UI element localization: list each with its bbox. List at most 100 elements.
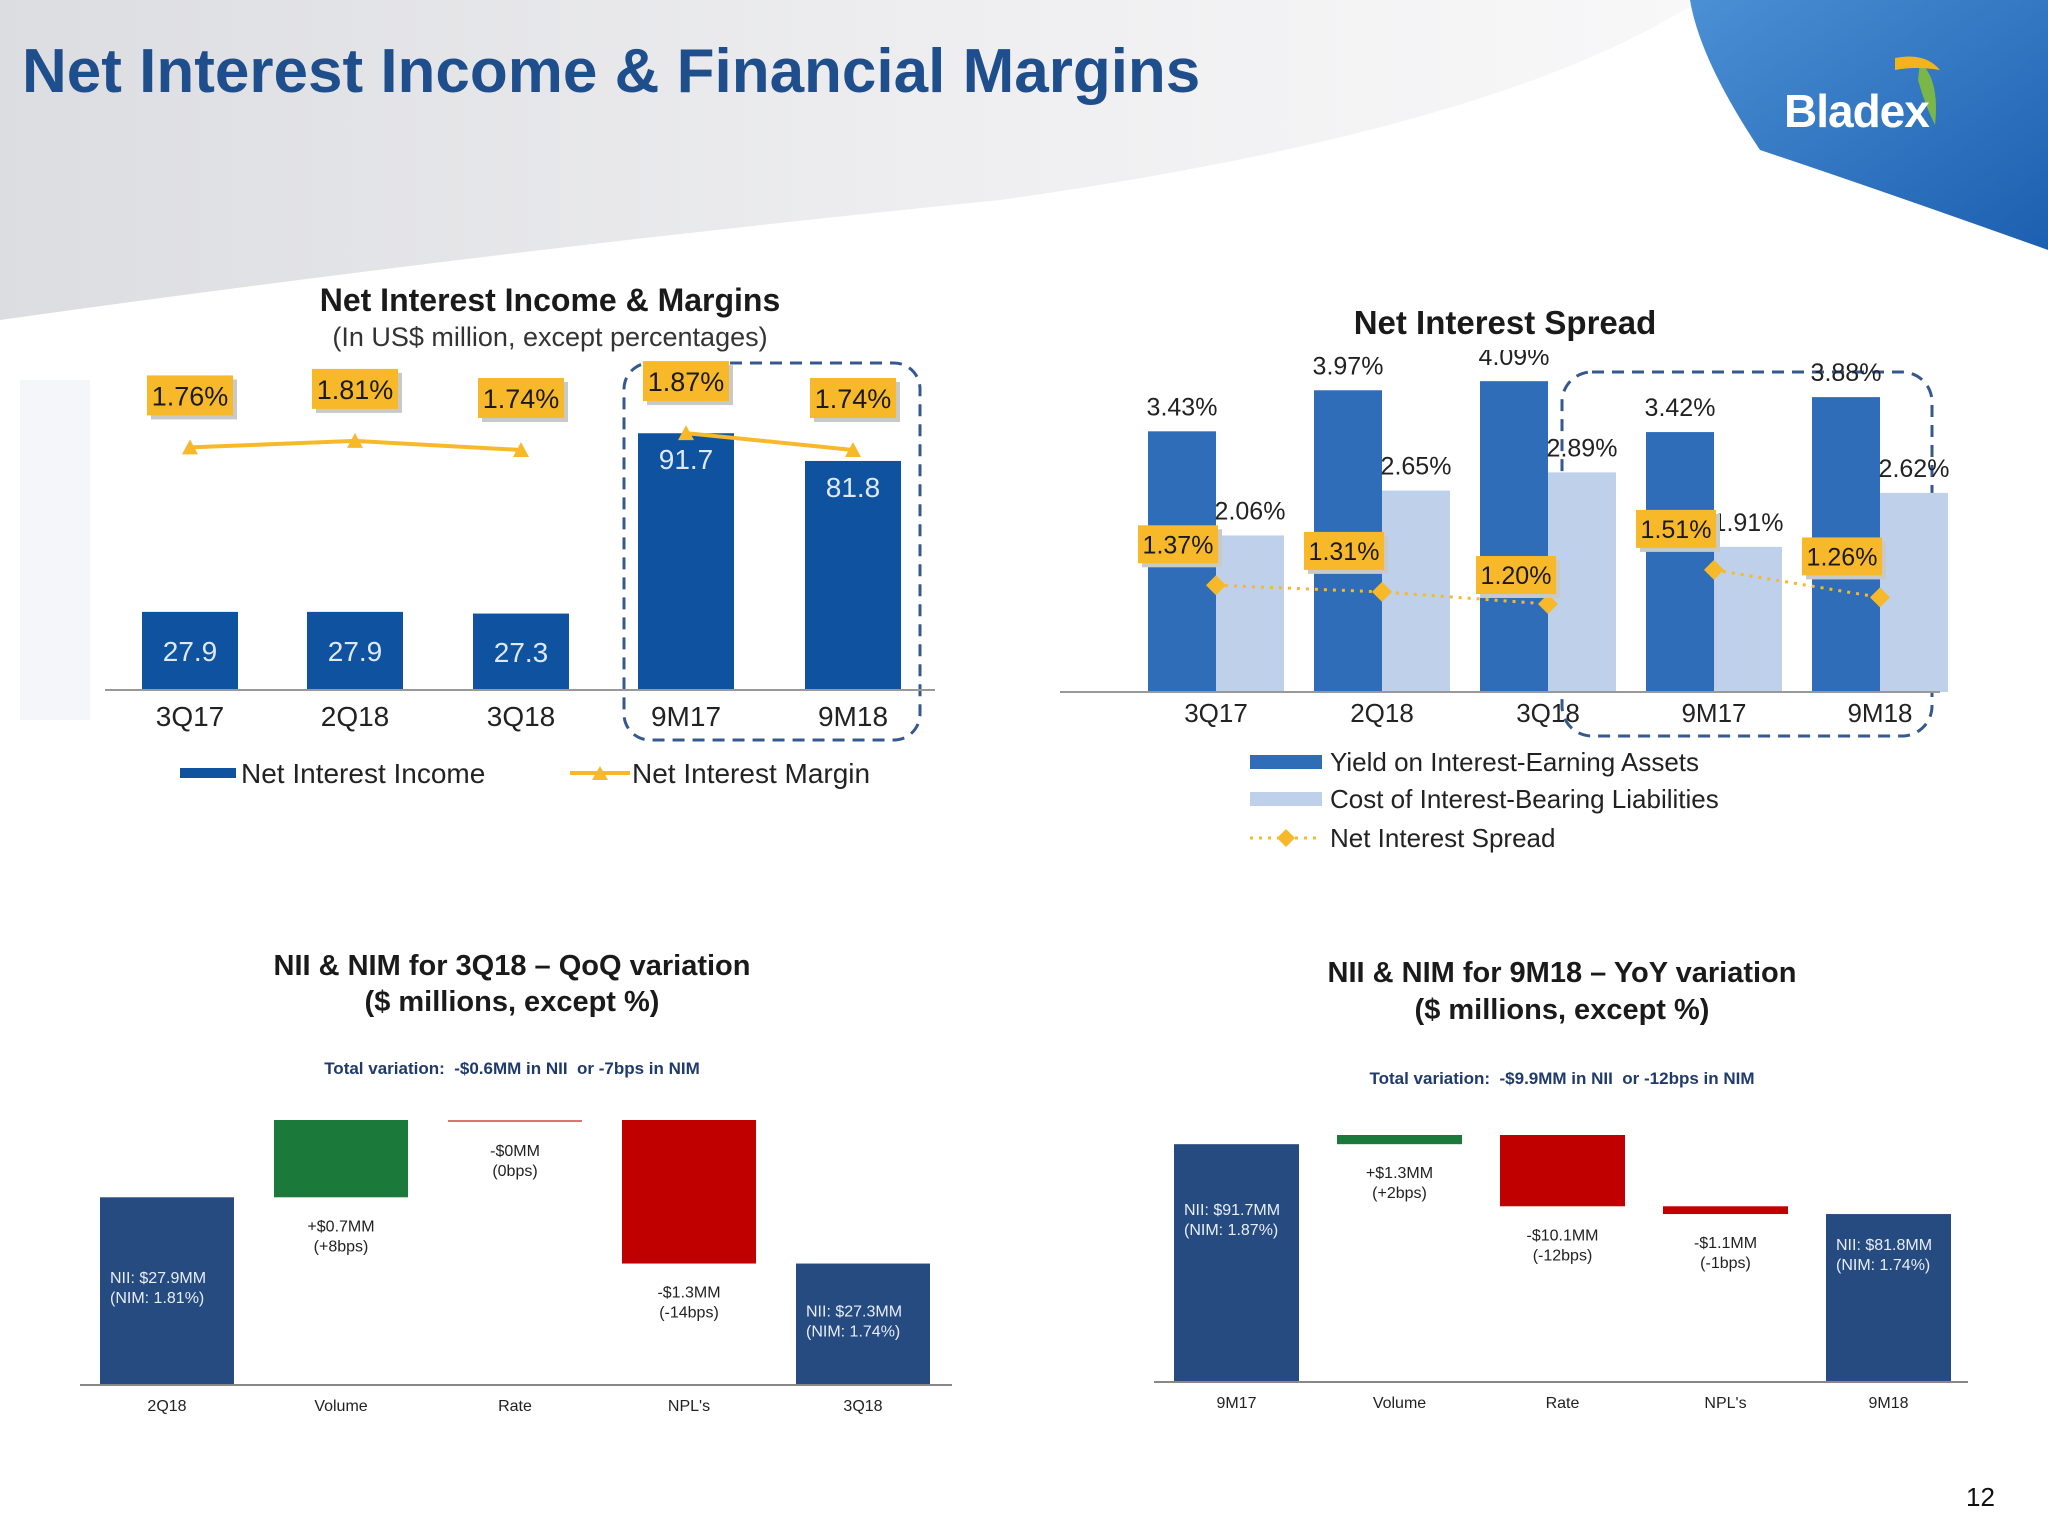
spread-label: 1.20%: [1481, 562, 1552, 590]
chart-title: NII & NIM for 3Q18 – QoQ variation: [273, 950, 751, 982]
bar-value-label: 91.7: [659, 444, 714, 475]
bar-cost: [1382, 490, 1450, 692]
spread-marker: [1538, 594, 1558, 614]
x-tick-label: Volume: [1373, 1395, 1426, 1412]
spread-label: 1.51%: [1641, 516, 1712, 544]
waterfall-total-label: (NIM: 1.87%): [1184, 1222, 1278, 1239]
nim-marker: [513, 442, 529, 457]
x-tick-label: 9M17: [651, 701, 721, 732]
x-tick-label: 9M17: [1681, 698, 1746, 728]
nim-label-box: [147, 375, 233, 416]
nim-marker: [678, 425, 694, 441]
nim-label-box: [643, 361, 729, 402]
waterfall-total-label: NII: $27.9MM: [110, 1270, 206, 1287]
legend-marker-spread: [1277, 829, 1295, 847]
cost-label: 2.62%: [1879, 455, 1950, 483]
cost-label: 2.65%: [1381, 453, 1452, 481]
waterfall-delta-bar: [1663, 1206, 1788, 1215]
total-variation-note: Total variation: -$9.9MM in NII or -12bp…: [1369, 1069, 1755, 1088]
spread-label-box: [1476, 556, 1556, 594]
chart-subtitle: (In US$ million, except percentages): [332, 322, 768, 352]
nim-label: 1.81%: [317, 375, 394, 405]
waterfall-total-bar: [100, 1197, 234, 1385]
x-tick-label: 2Q18: [1350, 698, 1414, 728]
x-tick-label: Volume: [314, 1398, 367, 1415]
nim-label: 1.87%: [648, 367, 725, 397]
slide-title: Net Interest Income & Financial Margins: [22, 37, 1201, 106]
waterfall-delta-label: (-12bps): [1533, 1247, 1593, 1264]
qoq-waterfall-chart: NII: $27.9MM (NIM: 1.81%) 2Q18 +$0.7MM (+8bp…: [80, 1120, 952, 1415]
nim-label-box: [312, 368, 398, 409]
spread-label: 1.37%: [1143, 531, 1214, 559]
legend-marker-nim: [592, 766, 608, 780]
chart-subtitle: ($ millions, except %): [1414, 994, 1710, 1026]
bar-nii: [307, 611, 403, 690]
yield-label: 3.42%: [1645, 394, 1716, 422]
bar-yield: [1646, 432, 1714, 692]
bar-value-label: 27.9: [328, 636, 383, 667]
x-tick-label: 3Q17: [1184, 698, 1248, 728]
x-tick-label: 3Q18: [843, 1398, 882, 1415]
bar-cost: [1880, 492, 1948, 692]
nim-label-box: [478, 378, 564, 418]
total-variation-note: Total variation: -$0.6MM in NII or -7bps…: [324, 1059, 700, 1078]
legend-swatch-cost: [1250, 792, 1322, 806]
chart-title: Net Interest Spread: [1353, 304, 1657, 341]
chart-title: Net Interest Income & Margins: [319, 282, 781, 318]
legend-label: Net Interest Income: [241, 758, 485, 789]
x-tick-label: 2Q18: [147, 1398, 186, 1415]
legend-swatch-yield: [1250, 755, 1322, 769]
waterfall-total-label: NII: $81.8MM: [1836, 1237, 1932, 1254]
x-tick-label: NPL's: [668, 1398, 710, 1415]
waterfall-delta-label: -$1.1MM: [1694, 1235, 1757, 1252]
waterfall-delta-label: +$0.7MM: [307, 1218, 374, 1235]
highlight-box: [622, 361, 922, 742]
x-tick-label: 3Q18: [487, 701, 556, 732]
yield-label: 3.43%: [1147, 393, 1218, 421]
legend-label: Net Interest Margin: [632, 758, 870, 789]
x-tick-label: Rate: [498, 1398, 532, 1415]
legend-swatch-nii: [180, 768, 236, 778]
spread-label-box: [1636, 509, 1716, 548]
x-tick-label: 9M18: [1847, 698, 1912, 728]
nim-label: 1.74%: [815, 384, 892, 414]
nim-label: 1.76%: [152, 381, 229, 411]
waterfall-delta-bar: [1500, 1135, 1625, 1207]
waterfall-delta-bar: [448, 1120, 582, 1122]
waterfall-delta-label: -$10.1MM: [1526, 1227, 1598, 1244]
bar-value-label: 81.8: [826, 472, 881, 503]
waterfall-delta-label: (0bps): [492, 1163, 537, 1180]
x-tick-label: 3Q18: [1516, 698, 1580, 728]
spread-line: [1215, 583, 1549, 606]
yield-label: 3.88%: [1811, 359, 1882, 387]
waterfall-delta-bar: [274, 1120, 408, 1198]
yoy-waterfall-chart: NII: $91.7MM (NIM: 1.87%) 9M17 +$1.3MM (+2bp…: [1154, 1135, 1968, 1412]
bar-cost: [1216, 535, 1284, 692]
spread-label: 1.31%: [1309, 538, 1380, 566]
spread-label: 1.26%: [1807, 543, 1878, 571]
waterfall-delta-bar: [622, 1120, 756, 1264]
waterfall-total-bar: [1826, 1214, 1951, 1382]
spread-label-box: [1138, 525, 1218, 564]
nim-label-box: [810, 378, 896, 418]
waterfall-delta-label: (-1bps): [1700, 1255, 1751, 1272]
x-tick-label: Rate: [1546, 1395, 1580, 1412]
bar-nii: [638, 433, 734, 690]
spread-label-box: [1304, 531, 1384, 570]
x-tick-label: 9M18: [818, 701, 888, 732]
nim-marker: [347, 432, 363, 448]
spread-marker: [1870, 587, 1890, 608]
nim-label: 1.74%: [483, 384, 560, 414]
chart-subtitle: ($ millions, except %): [364, 986, 660, 1018]
waterfall-total-label: (NIM: 1.74%): [1836, 1257, 1930, 1274]
bar-nii: [805, 460, 901, 690]
spread-marker: [1704, 559, 1724, 580]
nim-marker: [845, 442, 861, 457]
x-tick-label: NPL's: [1704, 1395, 1746, 1412]
bar-nii: [142, 611, 238, 690]
x-tick-label: 9M17: [1216, 1395, 1256, 1412]
x-tick-label: 3Q17: [156, 701, 225, 732]
waterfall-delta-label: (+8bps): [314, 1238, 369, 1255]
spread-label-box: [1802, 537, 1882, 576]
waterfall-total-label: NII: $27.3MM: [806, 1303, 902, 1320]
